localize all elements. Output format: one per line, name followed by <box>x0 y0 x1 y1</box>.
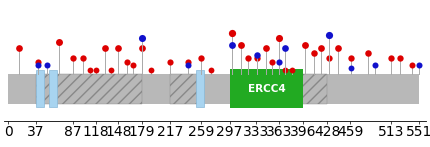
Text: ERCC4: ERCC4 <box>248 84 286 94</box>
Point <box>237 44 244 46</box>
Point <box>124 61 131 63</box>
Bar <box>170 74 201 104</box>
Point <box>282 47 289 50</box>
Point <box>326 34 332 36</box>
Point <box>16 47 23 50</box>
Point <box>269 61 276 63</box>
Point <box>281 69 288 71</box>
Point <box>130 64 137 66</box>
Bar <box>230 69 304 108</box>
Point <box>364 52 371 55</box>
Point <box>148 69 155 71</box>
Point <box>101 47 108 50</box>
Point <box>397 57 404 60</box>
Point <box>79 57 86 60</box>
Bar <box>196 70 204 107</box>
Point <box>55 40 62 43</box>
Point <box>184 64 191 66</box>
Point <box>263 47 270 50</box>
Point <box>254 54 261 56</box>
Point <box>348 67 355 70</box>
Point <box>301 44 308 46</box>
Point <box>108 69 114 71</box>
Point <box>70 57 77 60</box>
Point <box>207 69 214 71</box>
Bar <box>36 70 44 107</box>
Point <box>275 37 282 39</box>
Bar <box>49 70 57 107</box>
Point <box>254 57 261 60</box>
Point <box>34 61 41 63</box>
Point <box>388 57 395 60</box>
Point <box>245 57 252 60</box>
Point <box>334 47 341 50</box>
Bar <box>8 74 419 104</box>
Point <box>415 64 422 66</box>
Point <box>318 47 325 50</box>
Point <box>228 32 235 34</box>
Point <box>408 64 415 66</box>
Point <box>166 61 173 63</box>
Point <box>184 61 191 63</box>
Point <box>43 64 50 66</box>
Point <box>289 69 296 71</box>
Point <box>275 61 282 63</box>
Point <box>86 69 93 71</box>
Point <box>372 64 378 66</box>
Point <box>198 57 205 60</box>
Point <box>348 57 355 60</box>
Point <box>34 64 41 66</box>
Point <box>138 47 145 50</box>
Point <box>310 52 317 55</box>
Bar <box>36 74 141 104</box>
Point <box>138 37 145 39</box>
Point <box>92 69 99 71</box>
Point <box>115 47 122 50</box>
Point <box>326 57 332 60</box>
Point <box>228 44 235 46</box>
Bar <box>279 74 327 104</box>
